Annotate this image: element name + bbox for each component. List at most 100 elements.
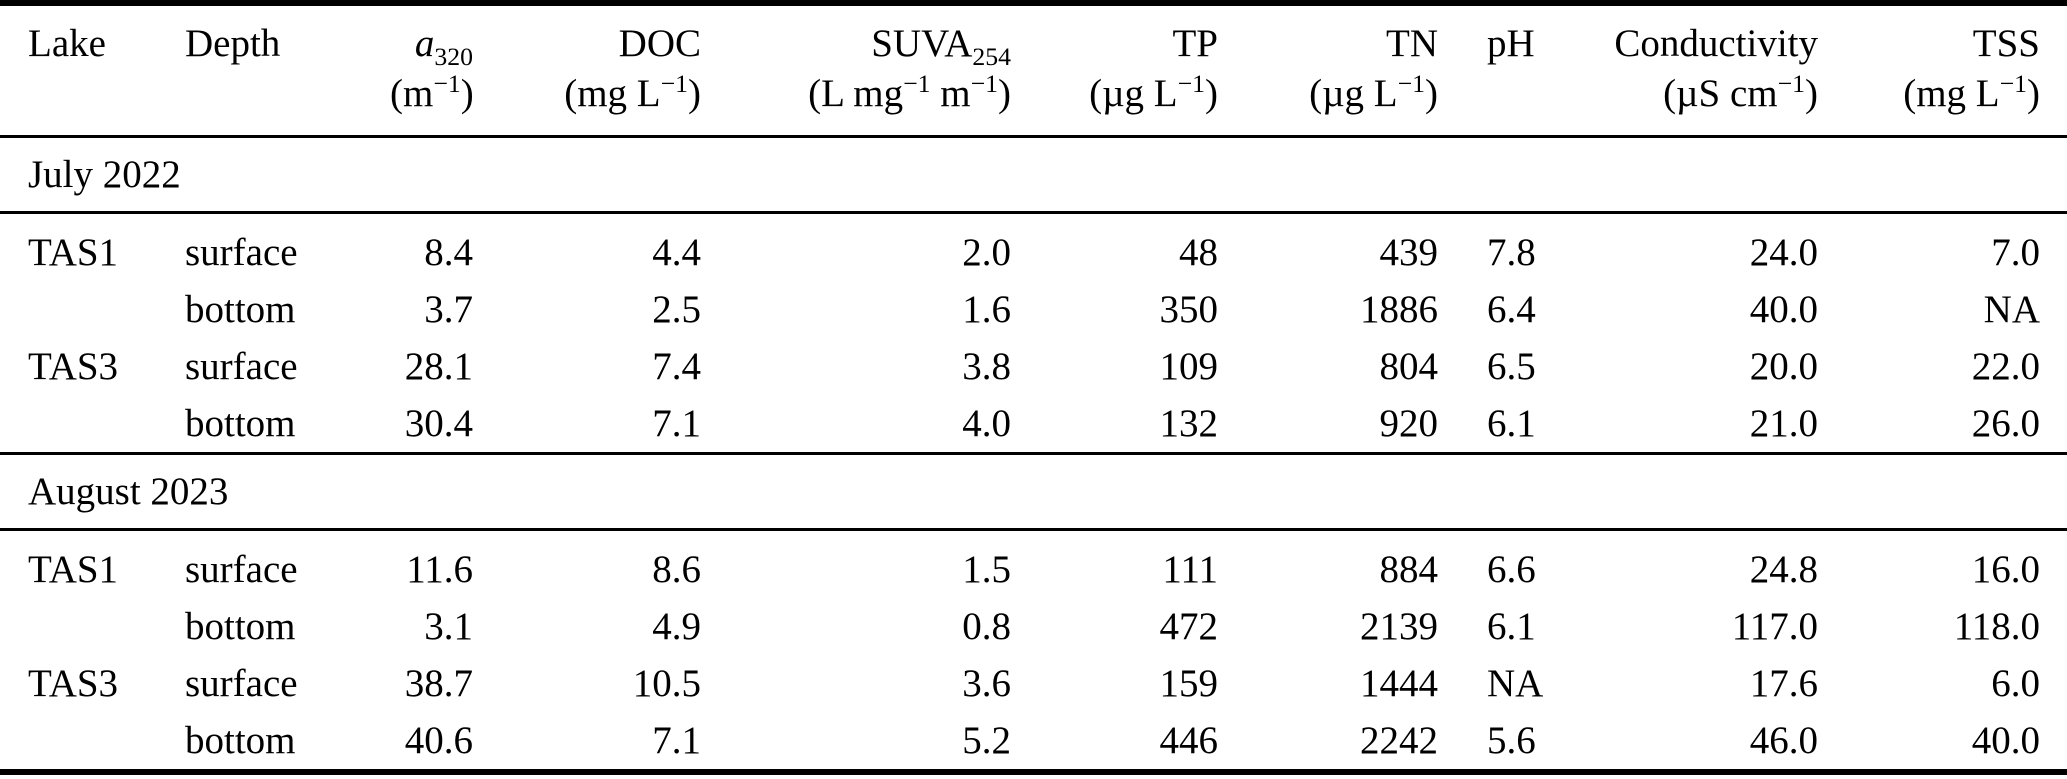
cell-a320: 3.7 <box>424 288 473 331</box>
col-header-suva254: SUVA254 (L mg−1 m−1) <box>713 3 1023 137</box>
cell-depth: surface <box>185 345 298 388</box>
table-row: bottom 3.1 4.9 0.8 472 2139 6.1 117.0 11… <box>0 598 2067 655</box>
cell-depth: bottom <box>185 719 296 762</box>
cell-doc: 8.6 <box>652 548 701 591</box>
cell-ph: 6.4 <box>1487 288 1536 331</box>
col-header-tss: TSS (mg L−1) <box>1830 3 2067 137</box>
cell-a320: 11.6 <box>406 548 473 591</box>
cell-a320: 8.4 <box>424 231 473 274</box>
section-july-2022-rows: TAS1 surface 8.4 4.4 2.0 48 439 7.8 24.0… <box>0 213 2067 454</box>
section-label: August 2023 <box>0 452 2067 531</box>
section-august-2023: August 2023 <box>0 452 2067 531</box>
cell-tss: 22.0 <box>1971 345 2040 388</box>
col-unit: (µg L−1) <box>1309 69 1438 115</box>
cell-tn: 884 <box>1379 548 1439 591</box>
col-label: Depth <box>185 22 281 65</box>
section-july-2022: July 2022 <box>0 135 2067 214</box>
cell-tn: 804 <box>1379 345 1439 388</box>
cell-lake <box>0 281 160 338</box>
section-label: July 2022 <box>0 135 2067 214</box>
table-row: TAS1 surface 8.4 4.4 2.0 48 439 7.8 24.0… <box>0 213 2067 282</box>
cell-doc: 4.9 <box>652 605 701 648</box>
col-label: pH <box>1487 22 1535 65</box>
col-label: TSS <box>1972 22 2040 65</box>
cell-ph: 6.5 <box>1487 345 1536 388</box>
cell-conductivity: 117.0 <box>1731 605 1818 648</box>
cell-conductivity: 17.6 <box>1749 662 1818 705</box>
cell-tss: 16.0 <box>1971 548 2040 591</box>
cell-suva254: 3.8 <box>962 345 1011 388</box>
cell-ph: 6.1 <box>1487 402 1536 445</box>
cell-tn: 920 <box>1379 402 1439 445</box>
cell-depth: surface <box>185 662 298 705</box>
col-unit: (mg L−1) <box>1903 69 2040 115</box>
col-label: SUVA254 <box>871 22 1011 71</box>
cell-tn: 1886 <box>1360 288 1438 331</box>
cell-tss: 118.0 <box>1953 605 2040 648</box>
cell-tss: 26.0 <box>1971 402 2040 445</box>
cell-lake: TAS1 <box>28 548 119 591</box>
table-row: bottom 3.7 2.5 1.6 350 1886 6.4 40.0 NA <box>0 281 2067 338</box>
section-header-row: July 2022 <box>0 135 2067 214</box>
col-label: DOC <box>618 22 701 65</box>
col-unit: (µg L−1) <box>1089 69 1218 115</box>
table-row: bottom 40.6 7.1 5.2 446 2242 5.6 46.0 40… <box>0 712 2067 772</box>
col-header-lake: Lake <box>0 3 160 137</box>
cell-a320: 38.7 <box>404 662 473 705</box>
cell-depth: surface <box>185 231 298 274</box>
cell-a320: 40.6 <box>404 719 473 762</box>
col-unit <box>28 69 160 119</box>
cell-doc: 4.4 <box>652 231 701 274</box>
table-row: TAS3 surface 38.7 10.5 3.6 159 1444 NA 1… <box>0 655 2067 712</box>
cell-tss: 6.0 <box>1991 662 2040 705</box>
col-label: TP <box>1172 22 1218 65</box>
col-header-tp: TP (µg L−1) <box>1023 3 1230 137</box>
section-header-row: August 2023 <box>0 452 2067 531</box>
cell-doc: 7.1 <box>652 719 701 762</box>
cell-ph: 5.6 <box>1487 719 1536 762</box>
col-label: Conductivity <box>1614 22 1818 65</box>
cell-suva254: 1.5 <box>962 548 1011 591</box>
cell-doc: 7.4 <box>652 345 701 388</box>
col-unit: (mg L−1) <box>564 69 701 115</box>
cell-tn: 2242 <box>1360 719 1438 762</box>
cell-tp: 350 <box>1159 288 1219 331</box>
cell-conductivity: 24.0 <box>1749 231 1818 274</box>
cell-conductivity: 24.8 <box>1749 548 1818 591</box>
cell-lake: TAS3 <box>28 345 119 388</box>
col-unit: (m−1) <box>390 69 474 115</box>
table-row: TAS3 surface 28.1 7.4 3.8 109 804 6.5 20… <box>0 338 2067 395</box>
cell-suva254: 4.0 <box>962 402 1011 445</box>
cell-conductivity: 46.0 <box>1749 719 1818 762</box>
cell-suva254: 3.6 <box>962 662 1011 705</box>
cell-ph: 6.1 <box>1487 605 1536 648</box>
cell-tp: 111 <box>1162 548 1218 591</box>
cell-suva254: 1.6 <box>962 288 1011 331</box>
col-label: Lake <box>28 22 106 65</box>
cell-depth: surface <box>185 548 298 591</box>
col-label: a320 <box>414 22 473 71</box>
cell-lake <box>0 712 160 772</box>
cell-tn: 1444 <box>1360 662 1438 705</box>
section-august-2023-rows: TAS1 surface 11.6 8.6 1.5 111 884 6.6 24… <box>0 530 2067 773</box>
cell-ph: 6.6 <box>1487 548 1536 591</box>
cell-tp: 159 <box>1159 662 1219 705</box>
col-header-tn: TN (µg L−1) <box>1230 3 1450 137</box>
cell-depth: bottom <box>185 605 296 648</box>
col-label: TN <box>1386 22 1438 65</box>
col-header-depth: Depth <box>160 3 390 137</box>
cell-suva254: 0.8 <box>962 605 1011 648</box>
cell-depth: bottom <box>185 402 296 445</box>
col-header-ph: pH <box>1450 3 1600 137</box>
cell-ph: 7.8 <box>1487 231 1536 274</box>
cell-doc: 7.1 <box>652 402 701 445</box>
col-header-a320: a320 (m−1) <box>390 3 485 137</box>
cell-a320: 30.4 <box>404 402 473 445</box>
cell-tn: 439 <box>1379 231 1439 274</box>
cell-a320: 28.1 <box>404 345 473 388</box>
cell-lake: TAS1 <box>28 231 119 274</box>
table-header: Lake Depth a320 (m−1) DOC (mg L−1) SUVA2… <box>0 3 2067 137</box>
cell-suva254: 2.0 <box>962 231 1011 274</box>
